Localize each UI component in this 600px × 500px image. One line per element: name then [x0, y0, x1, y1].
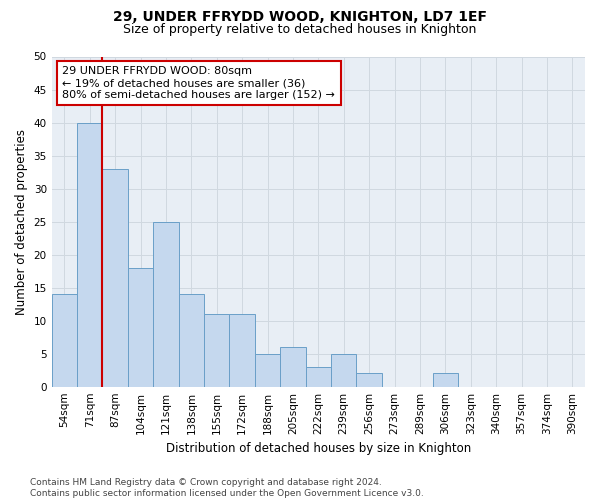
Bar: [331, 354, 356, 386]
Y-axis label: Number of detached properties: Number of detached properties: [15, 128, 28, 314]
Bar: [433, 374, 458, 386]
Bar: [77, 122, 103, 386]
Bar: [255, 354, 280, 386]
Text: 29 UNDER FFRYDD WOOD: 80sqm
← 19% of detached houses are smaller (36)
80% of sem: 29 UNDER FFRYDD WOOD: 80sqm ← 19% of det…: [62, 66, 335, 100]
Bar: [229, 314, 255, 386]
Text: Contains HM Land Registry data © Crown copyright and database right 2024.
Contai: Contains HM Land Registry data © Crown c…: [30, 478, 424, 498]
Bar: [356, 374, 382, 386]
Bar: [52, 294, 77, 386]
Bar: [305, 367, 331, 386]
X-axis label: Distribution of detached houses by size in Knighton: Distribution of detached houses by size …: [166, 442, 471, 455]
Bar: [103, 169, 128, 386]
Text: 29, UNDER FFRYDD WOOD, KNIGHTON, LD7 1EF: 29, UNDER FFRYDD WOOD, KNIGHTON, LD7 1EF: [113, 10, 487, 24]
Bar: [153, 222, 179, 386]
Bar: [128, 268, 153, 386]
Bar: [204, 314, 229, 386]
Bar: [280, 347, 305, 387]
Text: Size of property relative to detached houses in Knighton: Size of property relative to detached ho…: [124, 22, 476, 36]
Bar: [179, 294, 204, 386]
